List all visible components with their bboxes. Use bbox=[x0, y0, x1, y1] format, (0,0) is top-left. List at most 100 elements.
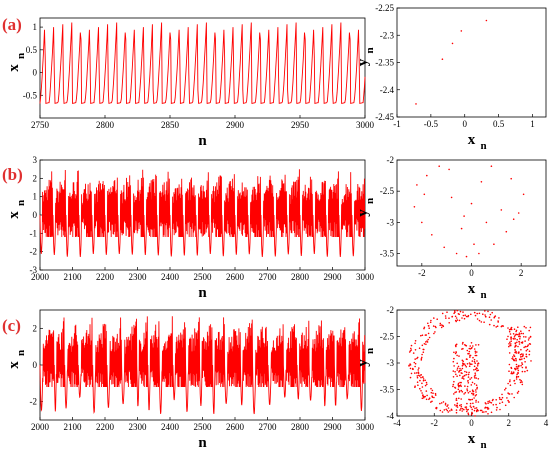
data-point bbox=[474, 395, 477, 397]
data-point bbox=[525, 367, 527, 369]
data-point bbox=[435, 406, 438, 409]
data-point bbox=[417, 384, 419, 387]
data-point bbox=[475, 367, 478, 369]
y-tick-label: -3 bbox=[387, 358, 395, 368]
data-point bbox=[507, 327, 509, 329]
x-tick-label: 1 bbox=[530, 119, 535, 129]
panel-label-a: (a) bbox=[2, 15, 22, 34]
data-point bbox=[528, 329, 530, 332]
y-tick-label: 0 bbox=[33, 68, 38, 78]
x-tick-label: 2700 bbox=[259, 422, 278, 432]
data-point bbox=[477, 362, 480, 365]
data-point bbox=[442, 325, 445, 328]
data-point bbox=[427, 332, 430, 335]
data-point bbox=[512, 333, 515, 335]
x-tick-label: 2750 bbox=[31, 120, 50, 130]
data-point bbox=[465, 371, 468, 374]
data-point bbox=[427, 338, 430, 341]
series-line bbox=[39, 316, 366, 415]
data-point bbox=[466, 402, 468, 405]
data-point bbox=[414, 386, 416, 389]
data-point bbox=[463, 363, 466, 365]
data-point bbox=[421, 397, 424, 400]
data-point bbox=[506, 338, 508, 341]
data-point bbox=[517, 390, 520, 393]
y-tick-label: -2.45 bbox=[375, 112, 394, 122]
data-point bbox=[454, 352, 457, 355]
data-point bbox=[486, 406, 488, 409]
data-point bbox=[454, 371, 456, 373]
data-point bbox=[472, 390, 475, 393]
y-tick-label: -3.5 bbox=[380, 249, 395, 259]
data-point bbox=[508, 343, 510, 345]
data-point bbox=[473, 348, 476, 350]
data-point bbox=[461, 372, 463, 375]
data-point bbox=[467, 392, 470, 394]
data-point bbox=[498, 396, 501, 399]
data-point bbox=[469, 345, 472, 347]
data-point bbox=[461, 391, 464, 393]
y-tick-label: 0.5 bbox=[26, 45, 38, 55]
data-point bbox=[509, 384, 512, 387]
data-point bbox=[476, 365, 479, 367]
data-point bbox=[423, 348, 425, 351]
data-point bbox=[476, 360, 478, 362]
data-point bbox=[461, 365, 464, 367]
data-point bbox=[520, 356, 522, 358]
data-point bbox=[459, 367, 461, 370]
data-point bbox=[476, 312, 479, 315]
data-point bbox=[479, 409, 482, 412]
data-point bbox=[421, 221, 423, 224]
data-point bbox=[466, 358, 468, 361]
data-point bbox=[454, 311, 456, 314]
data-point bbox=[466, 409, 469, 411]
y-axis-label: x bbox=[6, 361, 22, 369]
data-point bbox=[529, 336, 532, 338]
x-axis-label: n bbox=[198, 435, 207, 451]
data-point bbox=[488, 400, 491, 402]
data-point bbox=[456, 319, 459, 321]
x-tick-label: 2100 bbox=[64, 272, 83, 282]
data-point bbox=[516, 338, 518, 341]
data-point bbox=[521, 366, 524, 369]
data-point bbox=[474, 352, 477, 354]
data-point bbox=[521, 342, 524, 344]
data-point bbox=[520, 364, 522, 367]
x-tick-label: 4 bbox=[544, 418, 549, 428]
data-point bbox=[480, 409, 483, 412]
data-point bbox=[424, 384, 427, 387]
data-point bbox=[521, 362, 523, 364]
data-point bbox=[465, 373, 468, 376]
x-tick-label: 2600 bbox=[226, 422, 245, 432]
data-point bbox=[496, 325, 499, 328]
x-tick-label: 2200 bbox=[96, 422, 115, 432]
data-point bbox=[470, 413, 473, 416]
data-point bbox=[459, 310, 462, 313]
data-point bbox=[454, 319, 457, 322]
data-point bbox=[432, 325, 435, 327]
y-tick-label: -2.35 bbox=[375, 58, 394, 68]
data-point bbox=[515, 358, 517, 360]
data-point bbox=[461, 377, 464, 379]
data-point bbox=[492, 398, 494, 401]
data-point bbox=[510, 343, 512, 345]
data-point bbox=[460, 405, 463, 408]
data-point bbox=[501, 396, 504, 399]
data-point bbox=[487, 310, 489, 313]
data-point bbox=[423, 193, 426, 196]
data-point bbox=[509, 333, 512, 335]
data-point bbox=[469, 356, 471, 358]
data-point bbox=[474, 354, 477, 357]
data-point bbox=[466, 363, 469, 365]
data-point bbox=[422, 378, 425, 380]
data-point bbox=[475, 407, 478, 409]
data-point bbox=[452, 376, 455, 378]
y-axis-label: y bbox=[355, 359, 371, 367]
data-point bbox=[493, 243, 495, 245]
data-point bbox=[467, 373, 470, 376]
x-axis-label-subscript: n bbox=[481, 140, 487, 152]
data-point bbox=[520, 348, 522, 351]
data-point bbox=[475, 401, 477, 403]
data-point bbox=[467, 382, 470, 384]
data-point bbox=[507, 382, 509, 385]
